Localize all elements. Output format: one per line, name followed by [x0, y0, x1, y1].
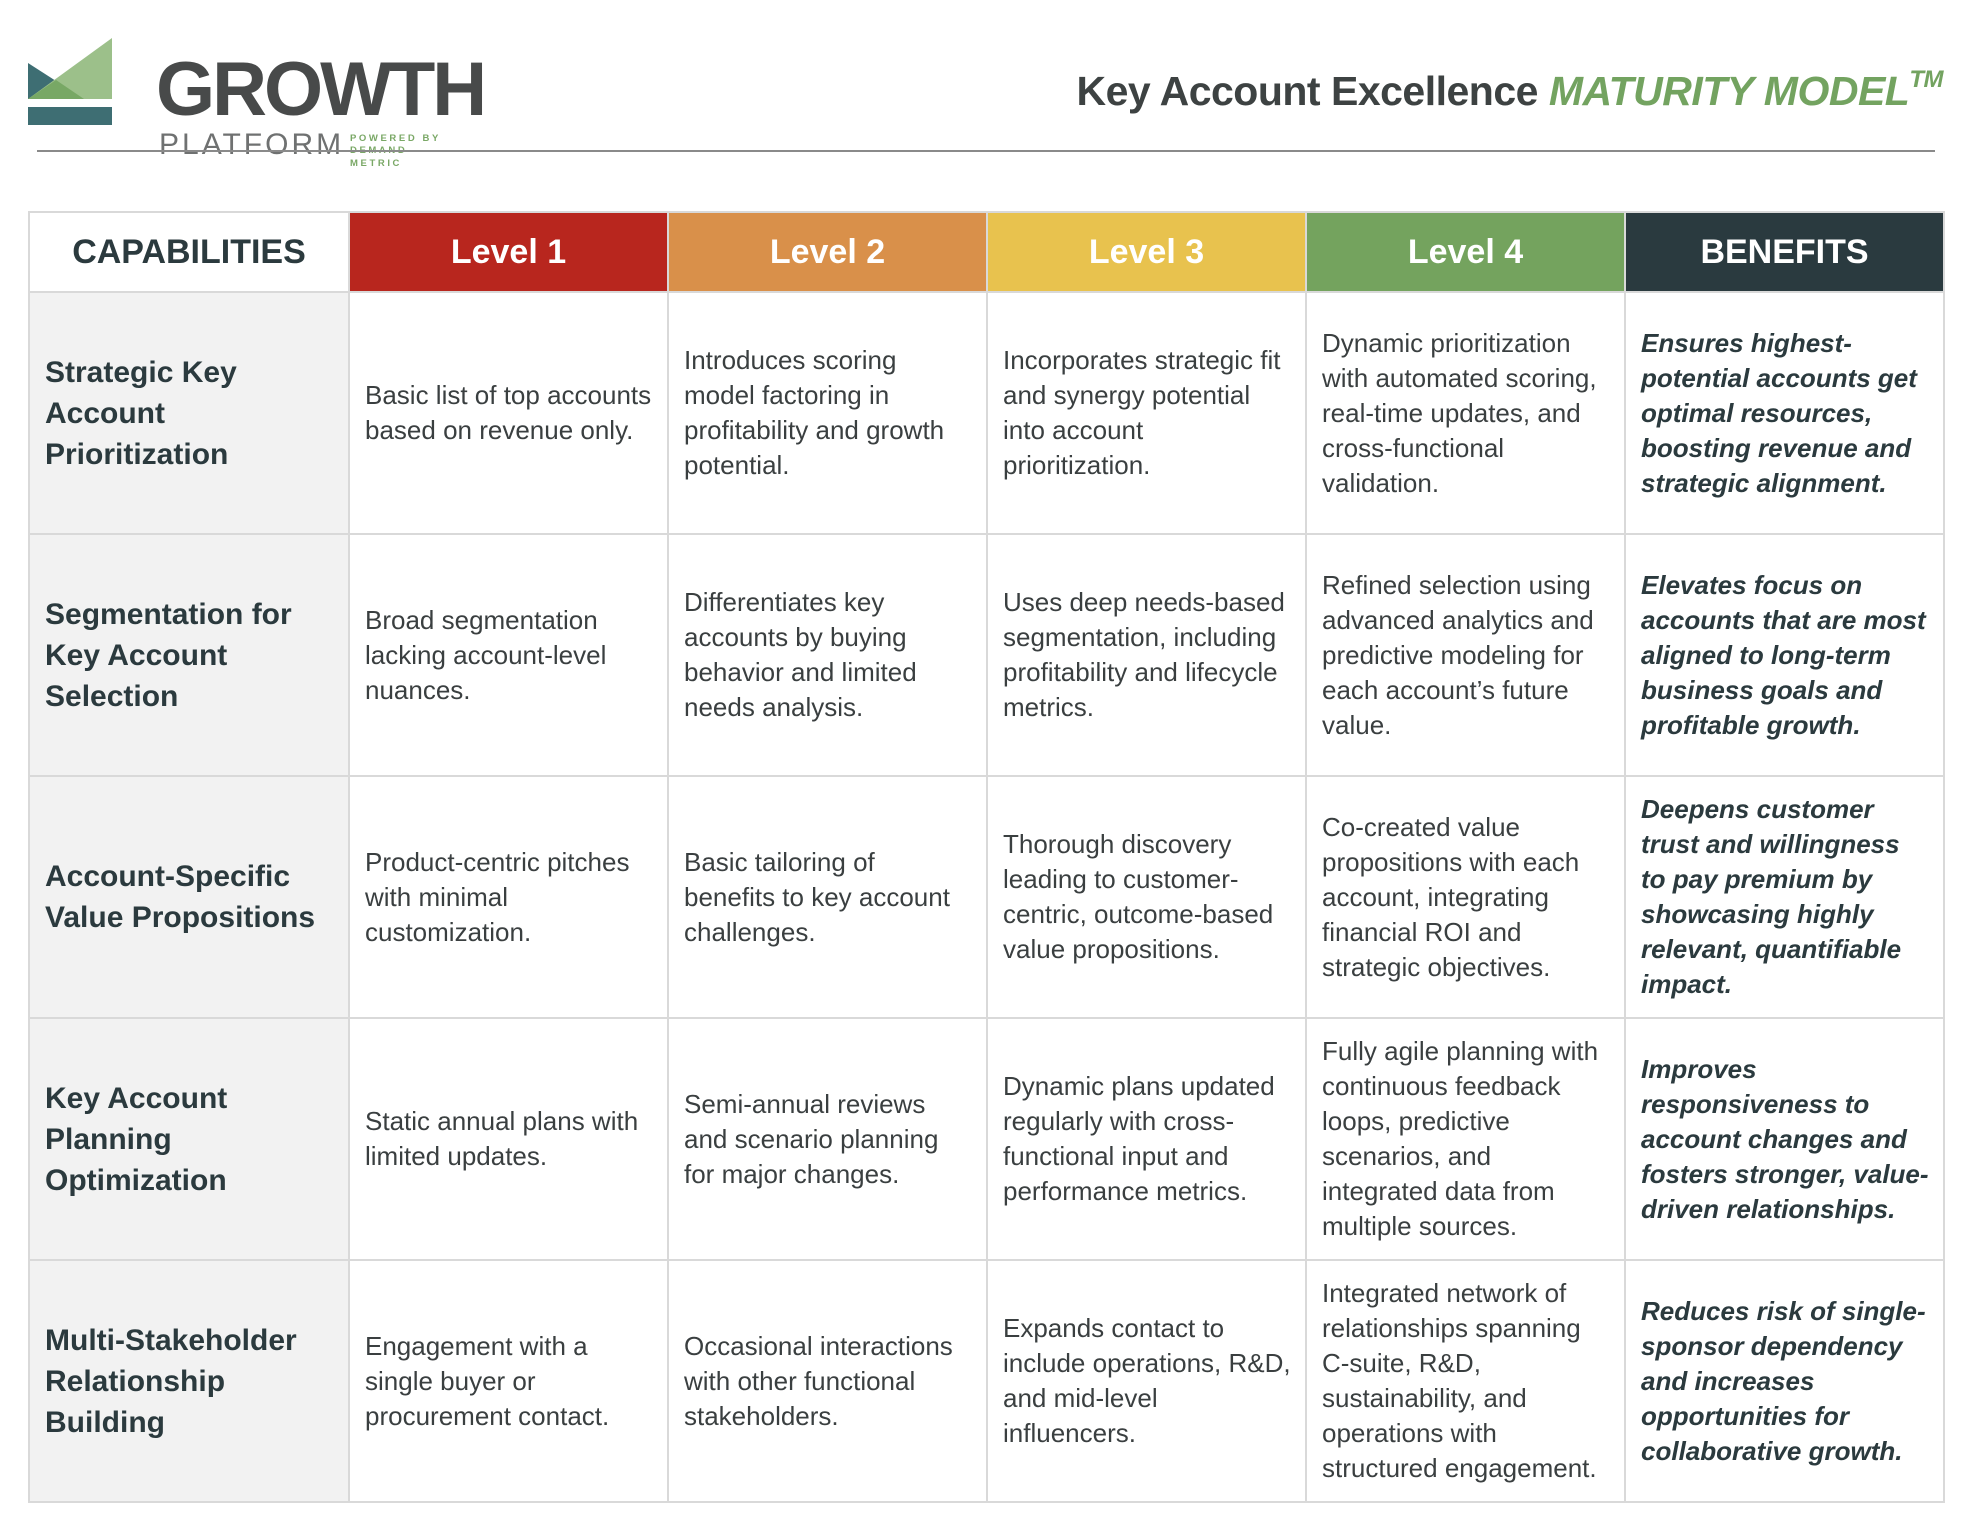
- capability-cell: Multi-Stakeholder Relationship Building: [28, 1259, 350, 1503]
- column-header-level-3: Level 3: [986, 211, 1307, 293]
- logo-powered-line1: POWERED BY: [350, 133, 441, 144]
- table-row: Key Account Planning Optimization Static…: [28, 1017, 1945, 1261]
- page-title-accent-text: MATURITY MODEL: [1548, 68, 1910, 114]
- level-2-cell: Basic tailoring of benefits to key accou…: [667, 775, 988, 1019]
- page-title-main: Key Account Excellence: [1076, 68, 1539, 114]
- benefit-cell: Deepens customer trust and willingness t…: [1624, 775, 1945, 1019]
- table-row: Account-Specific Value Propositions Prod…: [28, 775, 1945, 1019]
- maturity-model-table: CAPABILITIES Level 1 Level 2 Level 3 Lev…: [28, 211, 1945, 1503]
- level-1-cell: Product-centric pitches with minimal cus…: [348, 775, 669, 1019]
- trademark-symbol: TM: [1909, 66, 1943, 93]
- capability-cell: Key Account Planning Optimization: [28, 1017, 350, 1261]
- benefit-cell: Elevates focus on accounts that are most…: [1624, 533, 1945, 777]
- level-2-cell: Introduces scoring model factoring in pr…: [667, 291, 988, 535]
- level-1-cell: Static annual plans with limited updates…: [348, 1017, 669, 1261]
- level-3-cell: Expands contact to include operations, R…: [986, 1259, 1307, 1503]
- level-1-cell: Engagement with a single buyer or procur…: [348, 1259, 669, 1503]
- page-title-accent: MATURITY MODELTM: [1548, 66, 1944, 114]
- level-3-cell: Thorough discovery leading to customer-c…: [986, 775, 1307, 1019]
- capability-cell: Account-Specific Value Propositions: [28, 775, 350, 1019]
- level-2-cell: Occasional interactions with other funct…: [667, 1259, 988, 1503]
- benefit-cell: Reduces risk of single-sponsor dependenc…: [1624, 1259, 1945, 1503]
- level-4-cell: Integrated network of relationships span…: [1305, 1259, 1626, 1503]
- column-header-level-4: Level 4: [1305, 211, 1626, 293]
- level-3-cell: Uses deep needs-based segmentation, incl…: [986, 533, 1307, 777]
- page-title: Key Account Excellence MATURITY MODELTM: [1077, 66, 1944, 115]
- column-header-benefits: BENEFITS: [1624, 211, 1945, 293]
- level-3-cell: Dynamic plans updated regularly with cro…: [986, 1017, 1307, 1261]
- logo-wordmark: GROWTH: [156, 47, 487, 132]
- level-4-cell: Dynamic prioritization with automated sc…: [1305, 291, 1626, 535]
- capability-cell: Segmentation for Key Account Selection: [28, 533, 350, 777]
- table-row: Multi-Stakeholder Relationship Building …: [28, 1259, 1945, 1503]
- logo-mountain-icon: [28, 38, 112, 125]
- table-row: Strategic Key Account Prioritization Bas…: [28, 291, 1945, 535]
- header-divider: [37, 150, 1935, 152]
- column-header-capabilities: CAPABILITIES: [28, 211, 350, 293]
- level-2-cell: Differentiates key accounts by buying be…: [667, 533, 988, 777]
- benefit-cell: Ensures highest-potential accounts get o…: [1624, 291, 1945, 535]
- level-3-cell: Incorporates strategic fit and synergy p…: [986, 291, 1307, 535]
- level-2-cell: Semi-annual reviews and scenario plannin…: [667, 1017, 988, 1261]
- table-row: Segmentation for Key Account Selection B…: [28, 533, 1945, 777]
- level-1-cell: Broad segmentation lacking account-level…: [348, 533, 669, 777]
- table-header-row: CAPABILITIES Level 1 Level 2 Level 3 Lev…: [28, 211, 1945, 293]
- level-4-cell: Refined selection using advanced analyti…: [1305, 533, 1626, 777]
- benefit-cell: Improves responsiveness to account chang…: [1624, 1017, 1945, 1261]
- column-header-level-2: Level 2: [667, 211, 988, 293]
- growth-platform-logo: GROWTH PLATFORM POWERED BY DEMAND METRIC: [28, 30, 487, 169]
- capability-cell: Strategic Key Account Prioritization: [28, 291, 350, 535]
- logo-subword: PLATFORM: [159, 128, 345, 161]
- level-1-cell: Basic list of top accounts based on reve…: [348, 291, 669, 535]
- column-header-level-1: Level 1: [348, 211, 669, 293]
- level-4-cell: Fully agile planning with continuous fee…: [1305, 1017, 1626, 1261]
- level-4-cell: Co-created value propositions with each …: [1305, 775, 1626, 1019]
